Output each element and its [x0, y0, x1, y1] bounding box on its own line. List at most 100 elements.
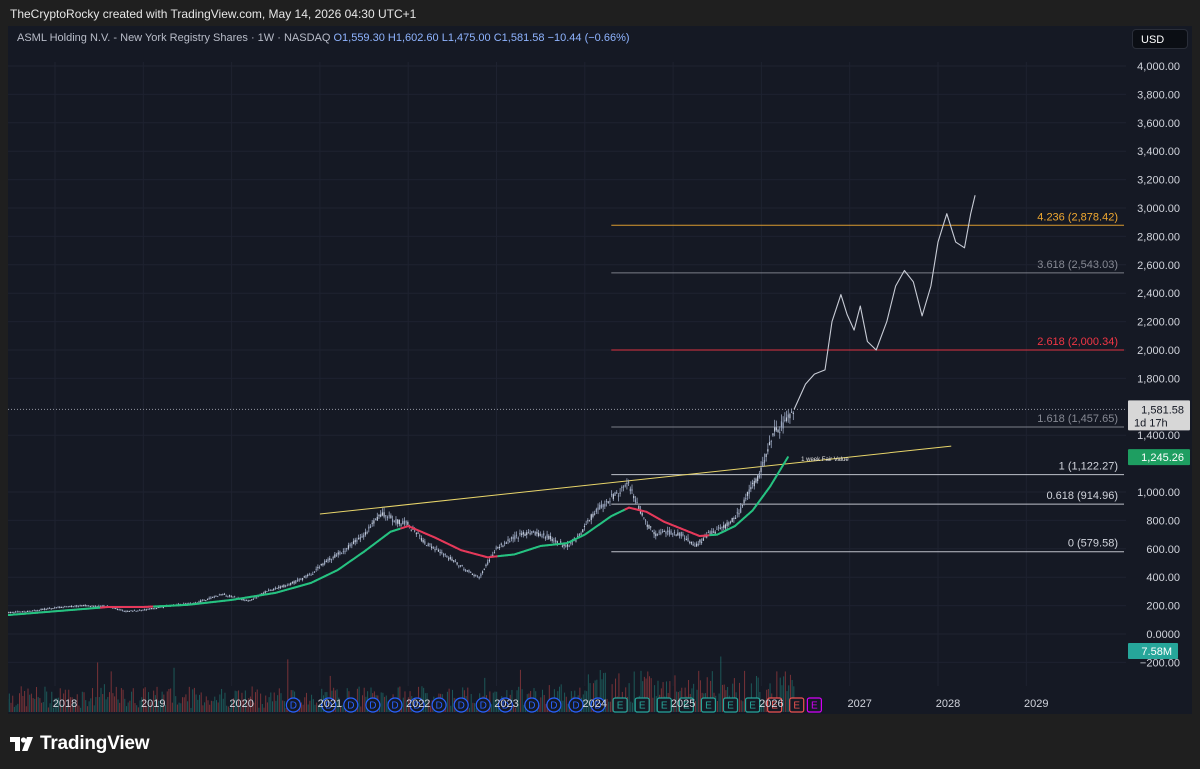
dividend-marker[interactable]: D [475, 697, 491, 713]
volume-bar [165, 704, 167, 712]
dividend-marker[interactable]: D [431, 697, 447, 713]
volume-bar [665, 681, 667, 712]
volume-bar [176, 704, 178, 712]
candle-body [464, 569, 467, 571]
candle-body [677, 532, 679, 536]
dividend-marker[interactable]: D [453, 697, 469, 713]
candle-body [554, 540, 557, 542]
candle-body [716, 528, 718, 530]
candle-body [644, 520, 647, 522]
candle-body [417, 532, 419, 534]
earnings-marker[interactable]: E [806, 697, 822, 713]
dividend-marker-circle [568, 697, 584, 713]
candle-body [760, 467, 762, 473]
candle-body [699, 539, 701, 543]
volume-bar [248, 698, 250, 712]
earnings-marker[interactable]: E [656, 697, 672, 713]
candle-body [142, 609, 144, 611]
candle-body [271, 589, 273, 591]
candle-body [101, 605, 103, 607]
earnings-marker[interactable]: E [634, 697, 650, 713]
candle-body [779, 432, 781, 434]
earnings-marker[interactable]: E [678, 697, 694, 713]
event-marker-label: E [705, 701, 712, 712]
dividend-marker[interactable]: D [409, 697, 425, 713]
volume-bar [423, 687, 425, 712]
volume-bar [565, 696, 567, 712]
candle-body [354, 539, 356, 543]
candle-body [82, 605, 85, 607]
dividend-marker-circle [475, 697, 491, 713]
dividend-marker[interactable]: D [321, 697, 337, 713]
volume-bar [78, 705, 80, 712]
candle-body [682, 534, 684, 536]
candle-body [273, 589, 275, 591]
candle-body [583, 525, 586, 527]
candle-body [264, 591, 266, 594]
event-marker-label: D [290, 701, 297, 712]
dividend-marker[interactable]: D [546, 697, 562, 713]
volume-bar [226, 705, 228, 712]
candle-body [487, 561, 489, 565]
price-chart[interactable]: 4.236 (2,878.42) 3.618 (2,543.03) 2.618 (2… [8, 26, 1192, 714]
volume-bar [632, 702, 634, 712]
candle-body [602, 504, 604, 508]
dividend-marker[interactable]: D [285, 697, 302, 713]
volume-bar [136, 705, 138, 712]
candle-body [300, 578, 302, 580]
projection-path [793, 195, 976, 410]
volume-bar [108, 692, 110, 712]
candle-body [597, 507, 599, 510]
candle-body [344, 551, 346, 553]
candle-body [31, 610, 34, 612]
currency-selector[interactable]: USD [1132, 29, 1188, 49]
candle-body [504, 542, 506, 544]
current-price-label: 1,581.58 [1141, 404, 1184, 416]
dividend-marker[interactable]: D [524, 697, 540, 713]
volume-bar [110, 671, 112, 712]
candle-body [510, 537, 513, 539]
candle-body [514, 535, 516, 540]
dividend-marker-circle [431, 697, 447, 713]
dividend-marker[interactable]: D [343, 697, 359, 713]
volume-bar [86, 706, 88, 712]
earnings-marker[interactable]: E [612, 697, 628, 713]
candle-body [249, 600, 251, 602]
candle-body [678, 533, 681, 536]
candle-body [485, 564, 487, 567]
candle-body [427, 543, 429, 547]
candle-body [762, 461, 764, 467]
dividend-marker[interactable]: D [387, 697, 403, 713]
candle-body [33, 610, 35, 612]
volume-bar [304, 697, 306, 712]
tradingview-logo[interactable]: TradingView [10, 733, 150, 755]
candle-body [446, 555, 448, 558]
chart-panel[interactable]: 4.236 (2,878.42) 3.618 (2,543.03) 2.618 (2… [8, 26, 1192, 714]
candle-body [363, 534, 365, 538]
candle-body [8, 612, 10, 614]
dividend-marker[interactable]: D [568, 697, 584, 713]
dividend-marker[interactable]: D [590, 697, 606, 713]
earnings-marker[interactable]: E [789, 697, 805, 713]
volume-bar [343, 707, 345, 712]
earnings-marker[interactable]: E [767, 697, 783, 713]
volume-bar [542, 689, 544, 712]
earnings-marker[interactable]: E [722, 697, 739, 713]
candle-body [225, 595, 227, 597]
dividend-marker[interactable]: D [365, 697, 381, 713]
volume-bar [305, 692, 307, 712]
volume-bar [231, 700, 233, 712]
volume-bar [429, 705, 431, 712]
dividend-marker[interactable]: D [497, 697, 513, 713]
candle-body [673, 532, 676, 534]
price-axis-label: 2,800.00 [1137, 231, 1180, 243]
candle-body [621, 486, 623, 488]
candle-body [782, 422, 784, 429]
event-marker-label: D [458, 701, 465, 712]
earnings-marker[interactable]: E [700, 697, 717, 713]
volume-bar [277, 695, 279, 712]
volume-bar [241, 692, 243, 712]
volume-bar [608, 701, 610, 712]
candle-body [154, 608, 156, 610]
earnings-marker[interactable]: E [744, 697, 761, 713]
